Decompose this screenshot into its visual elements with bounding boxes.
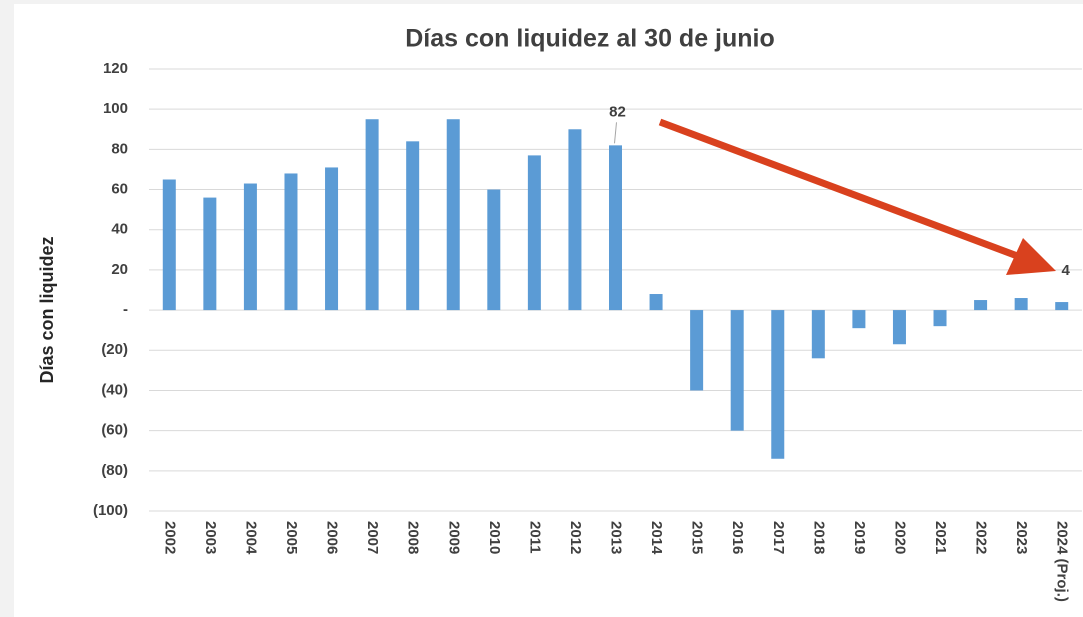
bar <box>649 294 663 311</box>
bar <box>933 310 947 327</box>
x-tick-label: 2007 <box>364 521 381 554</box>
y-tick-label: - <box>123 301 128 318</box>
trend-arrow-shaft <box>658 118 1022 261</box>
x-tick-label: 2016 <box>729 521 746 554</box>
data-label: 4 <box>1062 262 1071 279</box>
bar <box>771 310 785 459</box>
x-tick-label: 2015 <box>689 521 706 554</box>
bar <box>243 183 257 311</box>
x-tick-label: 2018 <box>810 521 827 554</box>
bar <box>730 310 744 431</box>
x-tick-label: 2022 <box>973 521 990 554</box>
x-tick-label: 2010 <box>486 521 503 554</box>
y-tick-label: 60 <box>111 181 128 198</box>
x-tick-label: 2021 <box>932 521 949 554</box>
bar <box>325 167 339 311</box>
y-tick-label: 120 <box>103 60 128 77</box>
bar <box>162 179 176 311</box>
bar <box>974 300 988 311</box>
bar <box>284 173 298 311</box>
x-tick-label: 2023 <box>1013 521 1030 554</box>
bar <box>406 141 420 311</box>
x-tick-label: 2006 <box>324 521 341 554</box>
bar <box>690 310 704 391</box>
bar <box>1055 302 1069 311</box>
x-tick-label: 2024 (Proj.) <box>1054 521 1071 602</box>
x-tick-label: 2008 <box>405 521 422 554</box>
y-tick-label: 20 <box>111 261 128 278</box>
y-tick-label: (60) <box>101 422 128 439</box>
y-tick-label: (100) <box>93 502 128 519</box>
bar <box>487 189 501 311</box>
x-tick-label: 2013 <box>608 521 625 554</box>
x-tick-label: 2019 <box>851 521 868 554</box>
x-tick-label: 2009 <box>445 521 462 554</box>
bar <box>852 310 866 329</box>
bar <box>568 129 582 311</box>
leader-line <box>614 122 617 144</box>
x-tick-label: 2014 <box>648 521 665 555</box>
data-label: 82 <box>609 103 626 120</box>
x-tick-label: 2002 <box>161 521 178 554</box>
y-tick-label: (80) <box>101 462 128 479</box>
y-tick-label: 40 <box>111 221 128 238</box>
y-tick-label: 100 <box>103 100 128 117</box>
x-tick-label: 2017 <box>770 521 787 554</box>
x-tick-label: 2012 <box>567 521 584 554</box>
bar <box>527 155 541 311</box>
bar <box>609 145 622 311</box>
bar <box>1014 298 1028 311</box>
y-tick-label: (20) <box>101 341 128 358</box>
bar <box>811 310 825 359</box>
x-tick-label: 2003 <box>202 521 219 554</box>
y-axis-label: Días con liquidez <box>37 236 57 383</box>
x-tick-label: 2020 <box>891 521 908 554</box>
x-tick-label: 2004 <box>242 521 259 555</box>
y-tick-label: (40) <box>101 381 128 398</box>
chart-title: Días con liquidez al 30 de junio <box>405 25 775 53</box>
x-tick-label: 2011 <box>526 521 543 554</box>
x-tick-label: 2005 <box>283 521 300 554</box>
bar <box>203 197 217 311</box>
bar <box>365 119 379 311</box>
bar <box>892 310 906 345</box>
bar <box>446 119 460 311</box>
y-tick-label: 80 <box>111 140 128 157</box>
trend-arrow-head <box>1006 238 1056 275</box>
